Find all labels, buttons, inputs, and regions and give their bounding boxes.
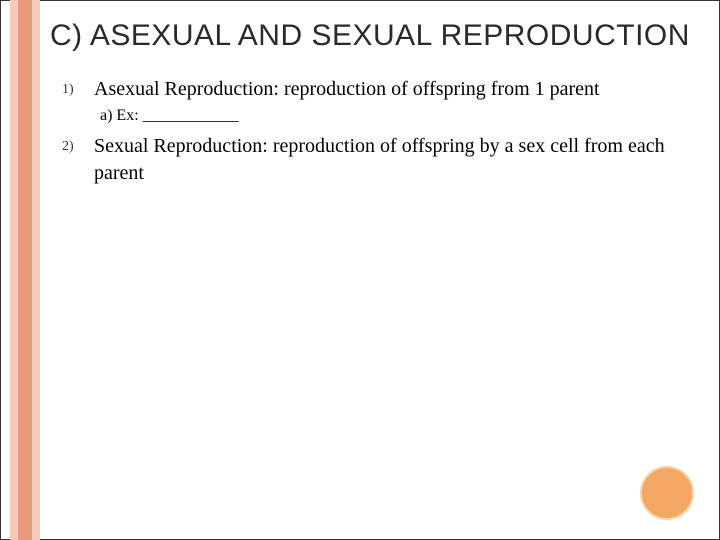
item-text: Asexual Reproduction: reproduction of of… [94,76,700,103]
sub-item: a) Ex: ____________ [100,107,700,125]
item-text: Sexual Reproduction: reproduction of off… [94,133,700,187]
item-number: 2) [62,133,94,187]
item-number: 1) [62,76,94,103]
slide-title: C) ASEXUAL AND SEXUAL REPRODUCTION [50,18,700,54]
decorative-circle-icon [640,466,694,520]
list-item: 1) Asexual Reproduction: reproduction of… [62,76,700,103]
slide-content: C) ASEXUAL AND SEXUAL REPRODUCTION 1) As… [50,18,700,191]
definition-list: 1) Asexual Reproduction: reproduction of… [62,76,700,187]
list-item: 2) Sexual Reproduction: reproduction of … [62,133,700,187]
decorative-stripe-inner [18,0,32,540]
